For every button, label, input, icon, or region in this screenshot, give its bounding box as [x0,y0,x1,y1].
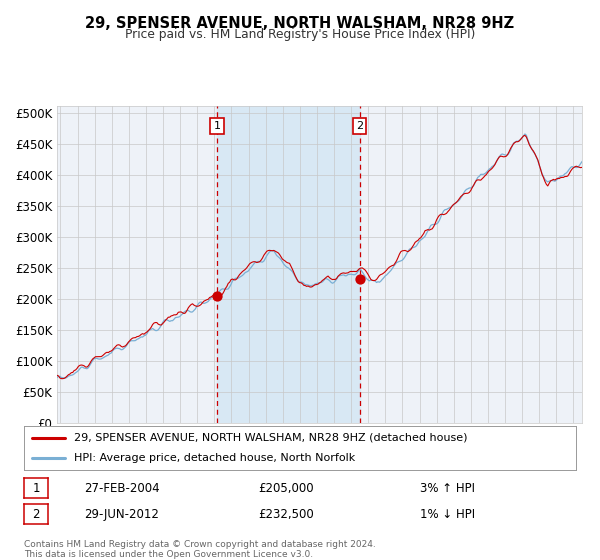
Text: £232,500: £232,500 [258,507,314,521]
Text: 29, SPENSER AVENUE, NORTH WALSHAM, NR28 9HZ: 29, SPENSER AVENUE, NORTH WALSHAM, NR28 … [85,16,515,31]
Bar [217,106,359,423]
Text: Price paid vs. HM Land Registry's House Price Index (HPI): Price paid vs. HM Land Registry's House … [125,28,475,41]
Text: 1: 1 [214,120,220,130]
Text: 29, SPENSER AVENUE, NORTH WALSHAM, NR28 9HZ (detached house): 29, SPENSER AVENUE, NORTH WALSHAM, NR28 … [74,433,467,443]
Text: 1% ↓ HPI: 1% ↓ HPI [420,507,475,521]
Text: 1: 1 [32,482,40,495]
Point [212,291,221,300]
Text: HPI: Average price, detached house, North Norfolk: HPI: Average price, detached house, Nort… [74,453,355,463]
Text: 29-JUN-2012: 29-JUN-2012 [84,507,159,521]
Point [355,274,364,283]
Text: 27-FEB-2004: 27-FEB-2004 [84,482,160,495]
Text: £205,000: £205,000 [258,482,314,495]
Text: 3% ↑ HPI: 3% ↑ HPI [420,482,475,495]
Text: 2: 2 [356,120,363,130]
Text: Contains HM Land Registry data © Crown copyright and database right 2024.
This d: Contains HM Land Registry data © Crown c… [24,540,376,559]
Text: 2: 2 [32,507,40,521]
